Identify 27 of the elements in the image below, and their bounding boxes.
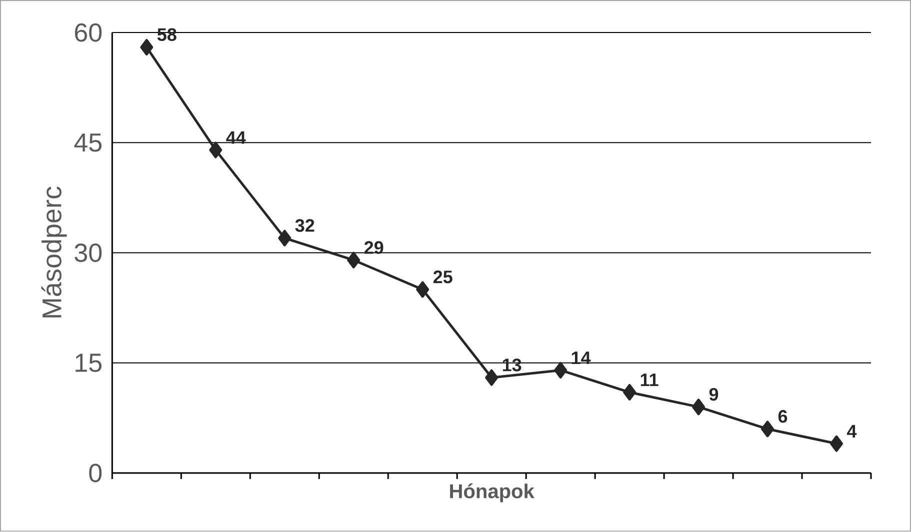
y-tick-label: 30	[74, 244, 102, 262]
point	[830, 436, 844, 452]
y-tick-label: 45	[74, 134, 102, 152]
point	[554, 362, 568, 379]
data-label: 9	[709, 388, 718, 401]
point	[761, 420, 774, 438]
data-label: 4	[846, 425, 857, 438]
point	[209, 142, 222, 158]
data-label: 32	[295, 219, 314, 232]
point	[623, 384, 636, 401]
point	[278, 230, 292, 247]
y-tick-label: 0	[89, 464, 102, 482]
data-label: 44	[226, 132, 246, 144]
point	[485, 370, 498, 386]
point	[416, 281, 430, 298]
data-label: 14	[572, 352, 591, 364]
point	[692, 398, 706, 416]
y-tick-label: 60	[75, 24, 102, 42]
y-tick-label: 15	[76, 354, 102, 372]
data-label: 11	[640, 374, 658, 386]
point	[347, 252, 360, 269]
x-axis-title: Hónapok	[450, 484, 534, 502]
point	[140, 39, 154, 56]
data-label: 6	[778, 410, 788, 423]
data-label: 29	[364, 241, 384, 254]
y-axis-title: Másodperc	[41, 186, 67, 318]
data-label: 25	[433, 270, 452, 284]
